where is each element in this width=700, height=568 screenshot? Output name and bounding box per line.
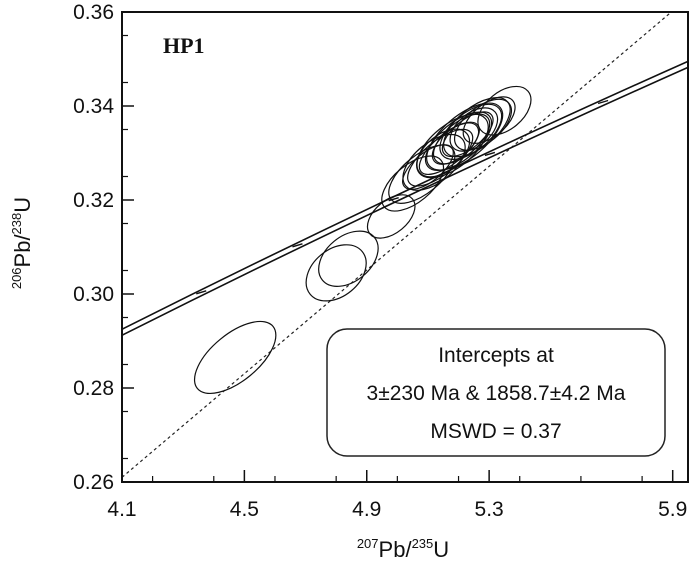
error-ellipse [462,96,516,144]
panel-label: HP1 [163,33,205,58]
annotation-line-1: Intercepts at [438,344,554,367]
x-axis-base-2: U [433,537,449,562]
y-tick-label: 0.30 [73,283,114,306]
error-ellipse [424,111,493,171]
concordia-age-tick [196,290,207,295]
y-tick-label: 0.28 [73,377,114,400]
concordia-age-tick [484,151,496,157]
y-tick-label: 0.36 [73,1,114,24]
x-tick-label: 4.1 [107,498,136,521]
x-tick-label: 5.9 [658,498,687,521]
error-ellipses [193,85,532,395]
error-ellipse [193,320,277,395]
y-tick-label: 0.26 [73,471,114,494]
y-axis-sup-2: 238 [9,213,24,235]
error-ellipse [477,85,532,136]
annotation-frame [326,328,666,457]
concordia-age-tick [292,243,303,248]
x-tick-label: 4.5 [230,498,259,521]
y-axis-base-1: Pb/ [10,234,35,268]
x-tick-label: 4.9 [352,498,381,521]
concordia-age-tick [388,196,399,202]
intercept-annotation: Intercepts at 3±230 Ma & 1858.7±4.2 Ma M… [326,328,666,457]
error-ellipse [454,98,512,151]
concordia-age-tick [597,99,609,105]
x-tick-label: 5.3 [475,498,504,521]
concordia-upper-curve [122,60,688,330]
regression-line [122,12,673,478]
concordia-lower-curve [122,66,688,336]
error-ellipse [402,133,466,191]
x-axis-title: 207Pb/235U [357,536,449,562]
plot-area [122,12,688,478]
y-axis-base-2: U [10,197,35,213]
x-axis-sup-2: 235 [412,536,434,551]
error-ellipse [416,113,489,179]
annotation-line-3: MSWD = 0.37 [430,420,561,443]
error-ellipse [426,102,504,171]
y-tick-label: 0.32 [73,189,114,212]
annotation-line-2: 3±230 Ma & 1858.7±4.2 Ma [367,382,626,405]
x-axis-sup-1: 207 [357,536,379,551]
error-ellipse [441,111,494,158]
axis-ticks: 4.1 4.5 4.9 5.3 5.9 0.26 0.28 0.30 0.32 0.34 0.36 [73,1,687,521]
error-ellipse [305,244,367,302]
y-tick-label: 0.34 [73,95,114,118]
concordia-curve [122,60,688,336]
error-ellipse [366,194,416,239]
plot-frame [121,11,689,483]
y-axis-title: 206Pb/238U [9,197,35,289]
x-axis-base-1: Pb/ [379,537,413,562]
y-axis-sup-1: 206 [9,267,24,289]
